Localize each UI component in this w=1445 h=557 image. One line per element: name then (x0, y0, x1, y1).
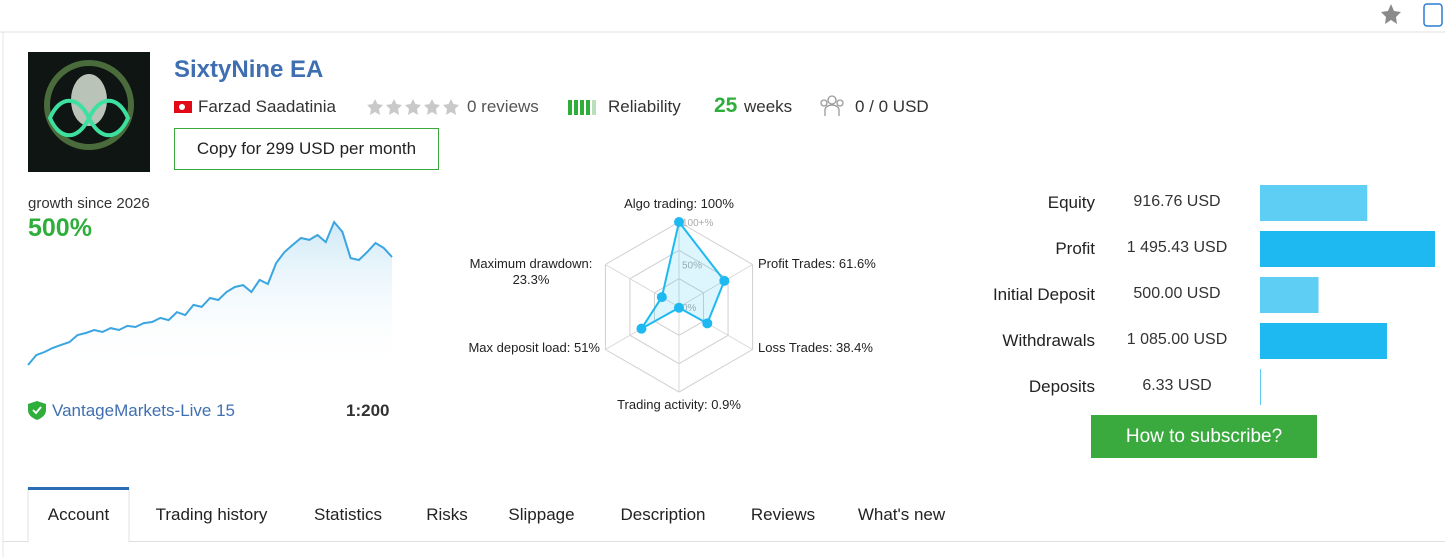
copy-button-frame[interactable] (174, 128, 439, 170)
balance-label: Deposits (1028, 377, 1095, 396)
radar-label: Trading activity: 0.9% (617, 397, 741, 412)
title[interactable]: SixtyNine EA (174, 56, 324, 83)
avatar-mane (44, 60, 134, 150)
subscribe-button[interactable]: How to subscribe? (1125, 426, 1283, 447)
subscribers: 0 / 0 USD (855, 97, 929, 116)
avatar-face (71, 74, 107, 126)
balance-bar (1260, 323, 1387, 359)
balance-value: 6.33 USD (1142, 377, 1212, 394)
growth-value: 500% (28, 214, 92, 242)
tab[interactable]: Statistics (313, 505, 383, 524)
radar-scale-label: 100+% (682, 218, 714, 229)
radar-label: Loss Trades: 38.4% (758, 340, 873, 355)
radar-point (719, 275, 730, 286)
balance-value: 1 495.43 USD (1126, 239, 1228, 256)
radar-point (656, 292, 667, 303)
reviews[interactable]: 0 reviews (467, 97, 539, 116)
balance-value: 1 085.00 USD (1126, 331, 1228, 348)
balance-label: Initial Deposit (992, 285, 1095, 304)
balance-label: Equity (1047, 193, 1095, 212)
radar-label: Max deposit load: 51% (468, 340, 600, 355)
radar-label: Algo trading: 100% (624, 196, 734, 211)
balance-bar (1260, 231, 1435, 267)
tab[interactable]: What's new (857, 505, 946, 524)
balance-value: 916.76 USD (1133, 193, 1221, 210)
weeks-label: weeks (744, 97, 793, 116)
radar-point (674, 217, 684, 227)
flag-moon (179, 104, 185, 110)
balance-bar (1260, 369, 1261, 405)
weeks-number: 25 (714, 94, 738, 117)
extension-icon[interactable] (1423, 3, 1443, 27)
radar-scale-label: 50% (682, 261, 702, 272)
radar-label: Profit Trades: 61.6% (758, 256, 876, 271)
verified-check (32, 406, 42, 415)
leverage: 1:200 (346, 401, 390, 420)
balance-bar (1260, 185, 1368, 221)
author[interactable]: Farzad Saadatinia (198, 97, 336, 116)
growth-line (27, 220, 393, 366)
broker[interactable]: VantageMarkets-Live 15 (52, 401, 236, 420)
radar-point (702, 318, 713, 329)
tab[interactable]: Reviews (750, 505, 816, 524)
active-tab-indicator (28, 487, 129, 490)
rating-stars (367, 99, 459, 115)
tab[interactable]: Risks (426, 505, 468, 524)
radar-spoke (605, 264, 680, 308)
reliability: Reliability (608, 97, 681, 116)
copy-button[interactable]: Copy for 299 USD per month (196, 139, 417, 158)
avatar-infinity (47, 98, 131, 138)
balance-label: Withdrawals (1002, 331, 1095, 350)
growth-area (28, 222, 392, 370)
tab[interactable]: Trading history (155, 505, 268, 524)
subscribers-icon (820, 95, 844, 116)
tab[interactable]: Slippage (508, 505, 575, 524)
reliability-bars (568, 100, 596, 115)
radar-label: Maximum drawdown: 23.3% (469, 256, 593, 287)
balance-value: 500.00 USD (1133, 285, 1221, 302)
active-tab-frame (27, 487, 130, 543)
bookmark-star[interactable] (1381, 4, 1401, 24)
balance-label: Profit (1055, 239, 1095, 258)
radar-scale-label: 0% (682, 303, 697, 314)
balance-bar (1260, 277, 1319, 313)
radar-point (674, 302, 684, 313)
radar-spoke (678, 264, 753, 308)
radar-point (636, 323, 647, 334)
growth-label: growth since 2026 (28, 195, 150, 212)
subscribe-button-bg[interactable] (1091, 415, 1317, 458)
tab[interactable]: Account (47, 505, 110, 524)
tab[interactable]: Description (620, 505, 706, 524)
